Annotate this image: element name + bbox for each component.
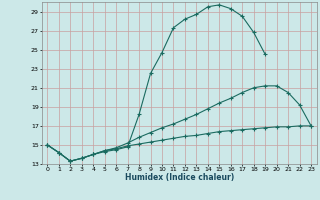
X-axis label: Humidex (Indice chaleur): Humidex (Indice chaleur)	[124, 173, 234, 182]
